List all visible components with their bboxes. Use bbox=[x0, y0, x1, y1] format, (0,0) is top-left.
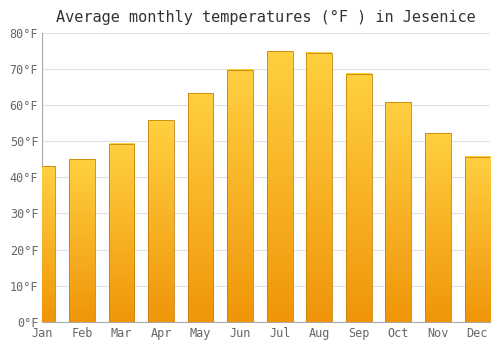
Bar bbox=[108, 144, 134, 322]
Bar bbox=[188, 93, 214, 322]
Bar bbox=[306, 53, 332, 322]
Bar bbox=[425, 133, 450, 322]
Bar bbox=[30, 166, 55, 322]
Bar bbox=[464, 157, 490, 322]
Bar bbox=[228, 70, 253, 322]
Bar bbox=[69, 159, 95, 322]
Bar bbox=[267, 51, 292, 322]
Bar bbox=[346, 74, 372, 322]
Bar bbox=[386, 102, 411, 322]
Bar bbox=[148, 120, 174, 322]
Title: Average monthly temperatures (°F ) in Jesenice: Average monthly temperatures (°F ) in Je… bbox=[56, 10, 476, 25]
